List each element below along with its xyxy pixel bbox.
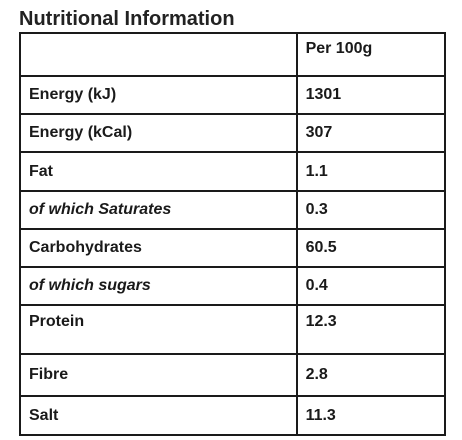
nutrient-label: Energy (kCal) <box>19 113 298 153</box>
nutrient-value: 0.4 <box>295 266 447 306</box>
table-row: Energy (kJ) 1301 <box>19 75 447 115</box>
nutrition-table: Per 100g Energy (kJ) 1301 Energy (kCal) … <box>19 32 447 436</box>
nutrient-label: Carbohydrates <box>19 228 298 268</box>
table-row: Salt 11.3 <box>19 395 447 436</box>
nutrient-value: 307 <box>295 113 447 153</box>
nutrient-label: Protein <box>19 304 298 355</box>
nutrient-label: Fibre <box>19 353 298 397</box>
nutrient-value: 2.8 <box>295 353 447 397</box>
table-row: of which sugars 0.4 <box>19 266 447 306</box>
nutrient-value: 0.3 <box>295 190 447 230</box>
header-value-cell: Per 100g <box>295 32 447 77</box>
table-row: Fibre 2.8 <box>19 353 447 397</box>
nutrient-value: 11.3 <box>295 395 447 436</box>
nutrient-sublabel: of which Saturates <box>19 190 298 230</box>
nutrient-label: Salt <box>19 395 298 436</box>
nutrient-value: 1301 <box>295 75 447 115</box>
nutrient-value: 12.3 <box>295 304 447 355</box>
nutrient-sublabel: of which sugars <box>19 266 298 306</box>
table-row: Energy (kCal) 307 <box>19 113 447 153</box>
header-label-cell <box>19 32 298 77</box>
table-header-row: Per 100g <box>19 32 447 77</box>
nutrient-label: Fat <box>19 151 298 192</box>
table-row: Fat 1.1 <box>19 151 447 192</box>
table-row: Carbohydrates 60.5 <box>19 228 447 268</box>
nutrient-label: Energy (kJ) <box>19 75 298 115</box>
nutrient-value: 60.5 <box>295 228 447 268</box>
table-row: of which Saturates 0.3 <box>19 190 447 230</box>
table-row: Protein 12.3 <box>19 304 447 355</box>
nutrient-value: 1.1 <box>295 151 447 192</box>
page-title: Nutritional Information <box>19 8 235 30</box>
